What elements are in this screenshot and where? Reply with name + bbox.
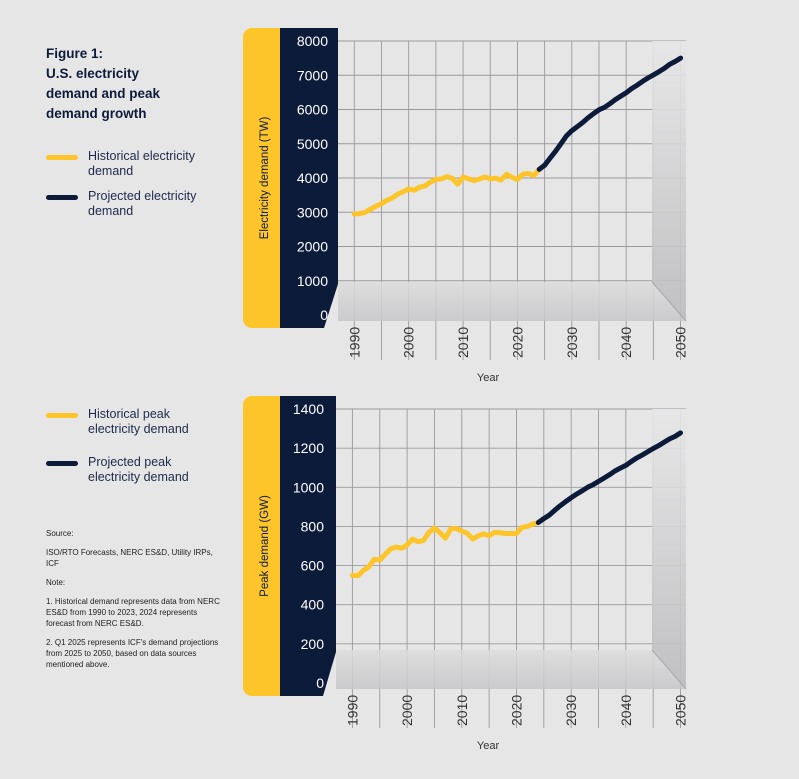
xtick-label: 2010: [454, 695, 470, 726]
xtick-label: 2040: [618, 327, 634, 358]
chart-floor-plane: [338, 282, 686, 321]
ytick-label: 1000: [293, 479, 324, 495]
demand-ylabel: Electricity demand (TW): [259, 116, 271, 239]
legend-label: Historical peak electricity demand: [88, 407, 218, 437]
demand-yaxis-navy-panel: [280, 28, 338, 328]
xtick-label: 2040: [618, 695, 634, 726]
legend-label-line: electricity demand: [88, 470, 189, 484]
note-heading: Note:: [46, 578, 66, 587]
xtick-label: 2050: [673, 327, 689, 358]
legend-label: Projected peak electricity demand: [88, 455, 218, 485]
peak-chart: Peak demand (GW) 0 200 400 600 800 1000 1200 14…: [243, 396, 689, 752]
series-line-historical: [349, 520, 541, 579]
ytick-label: 2000: [297, 239, 328, 255]
legend-projected-peak: Projected peak electricity demand: [46, 455, 218, 485]
ytick-label: 5000: [297, 136, 328, 152]
chart-floor-plane: [336, 650, 686, 689]
legend-label-line: Historical peak: [88, 407, 170, 421]
series-line-projected: [536, 55, 684, 172]
figure-title: Figure 1: U.S. electricity demand and pe…: [46, 44, 236, 124]
peak-xlabel: Year: [477, 740, 500, 752]
demand-yticks: 0 1000 2000 3000 4000 5000 6000 7000 8000: [297, 33, 328, 323]
ytick-label: 400: [301, 597, 325, 613]
ytick-label: 4000: [297, 170, 328, 186]
peak-chart-lines: [349, 430, 683, 579]
chart-floor-diagonal: [651, 281, 687, 322]
legend-swatch-historical: [46, 413, 78, 418]
ytick-label: 1200: [293, 440, 324, 456]
chart-side-wall: [652, 409, 686, 689]
series-line-projected: [535, 430, 683, 525]
note-1: 1. Historical demand represents data fro…: [46, 597, 220, 628]
legend-historical-peak: Historical peak electricity demand: [46, 407, 218, 437]
xtick-label: 1990: [346, 327, 362, 358]
peak-xticks: 1990 2000 2010 2020 2030 2040 2050: [344, 695, 688, 726]
legend-label-line: demand: [88, 164, 134, 178]
legend-swatch-projected: [46, 195, 78, 200]
xtick-label: 2000: [399, 695, 415, 726]
figure-title-line: U.S. electricity: [46, 66, 140, 81]
ytick-label: 3000: [297, 204, 328, 220]
ytick-label: 600: [301, 558, 325, 574]
demand-xticks: 1990 2000 2010 2020 2030 2040 2050: [346, 327, 688, 358]
legend-projected-demand: Projected electricity demand: [46, 189, 218, 219]
xtick-label: 2020: [508, 695, 524, 726]
xtick-label: 2010: [455, 327, 471, 358]
legend-label-line: Projected electricity: [88, 189, 197, 203]
chart-floor-diagonal: [651, 649, 687, 690]
ytick-label: 1000: [297, 273, 328, 289]
xtick-label: 2050: [673, 695, 689, 726]
source-heading: Source:: [46, 529, 74, 538]
xtick-label: 2020: [509, 327, 525, 358]
ytick-label: 0: [320, 307, 328, 323]
legend-swatch-historical: [46, 155, 78, 160]
legend-label: Projected electricity demand: [88, 189, 218, 219]
ytick-label: 1400: [293, 401, 324, 417]
legend-label-line: Historical electricity: [88, 149, 195, 163]
legend-swatch-projected: [46, 461, 78, 466]
ytick-label: 0: [316, 675, 324, 691]
series-line-historical: [351, 166, 542, 217]
xtick-label: 2030: [564, 327, 580, 358]
chart-side-wall: [652, 41, 686, 321]
demand-chart: Electricity demand (TW) 0 1000 2000 3000 400…: [243, 28, 689, 384]
legend-label: Historical electricity demand: [88, 149, 218, 179]
peak-yticks: 0 200 400 600 800 1000 1200 1400: [293, 401, 324, 691]
demand-chart-lines: [351, 55, 684, 217]
ytick-label: 8000: [297, 33, 328, 49]
xtick-label: 2000: [401, 327, 417, 358]
legend-historical-demand: Historical electricity demand: [46, 149, 218, 179]
legend-label-line: demand: [88, 204, 134, 218]
ytick-label: 7000: [297, 67, 328, 83]
peak-chart-floor: [336, 409, 687, 690]
legend-label-line: Projected peak: [88, 455, 172, 469]
ytick-label: 6000: [297, 102, 328, 118]
demand-chart-floor: [338, 41, 687, 322]
figure-title-line: demand and peak: [46, 86, 161, 101]
legend-label-line: electricity demand: [88, 422, 189, 436]
peak-yaxis-navy-panel: [280, 396, 336, 696]
figure-title-line: Figure 1:: [46, 46, 104, 61]
xtick-label: 2030: [563, 695, 579, 726]
ytick-label: 200: [301, 636, 325, 652]
ytick-label: 800: [301, 518, 325, 534]
note-2: 2. Q1 2025 represents ICF's demand proje…: [46, 638, 219, 669]
peak-ylabel: Peak demand (GW): [259, 495, 271, 597]
figure-title-line: demand growth: [46, 106, 147, 121]
notes-block: Source: ISO/RTO Forecasts, NERC ES&D, Ut…: [46, 528, 226, 678]
source-text: ISO/RTO Forecasts, NERC ES&D, Utility IR…: [46, 548, 213, 568]
xtick-label: 1990: [344, 695, 360, 726]
demand-xlabel: Year: [477, 372, 500, 384]
